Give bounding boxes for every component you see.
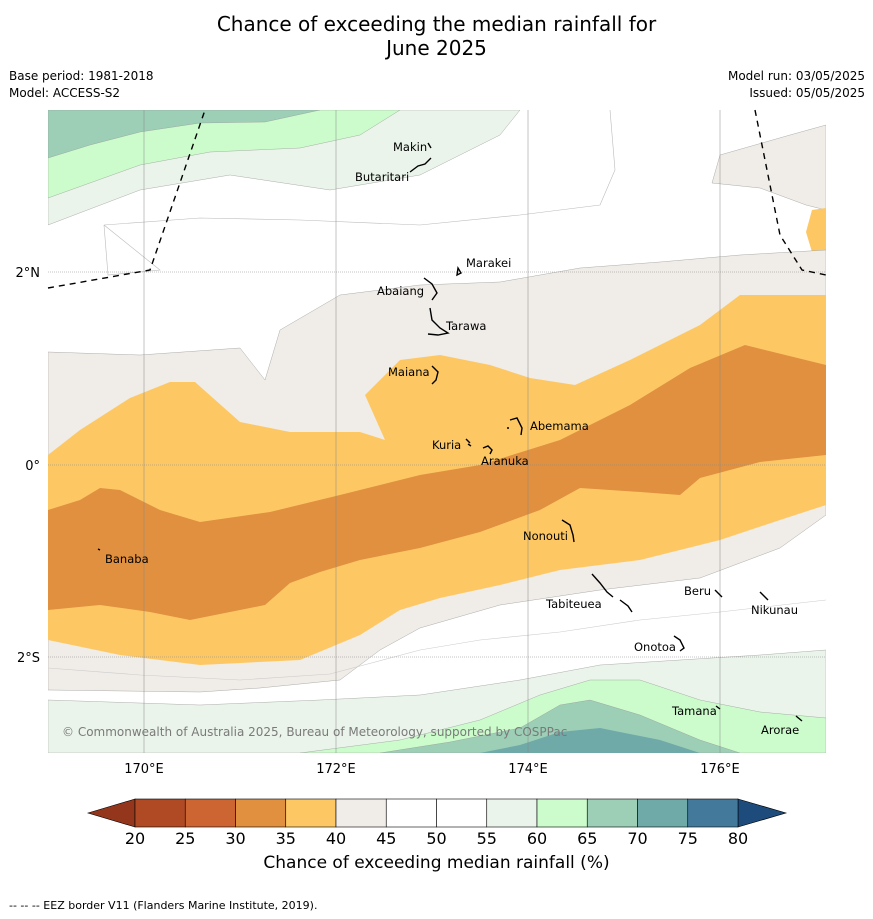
colorbar-tick-label: 45 xyxy=(376,829,396,848)
island-abaiang xyxy=(423,277,438,301)
label-kuria: Kuria xyxy=(432,438,461,452)
band-70-75-south xyxy=(480,728,700,753)
label-makin: Makin xyxy=(393,140,427,154)
meta-right: Model run: 03/05/2025 Issued: 05/05/2025 xyxy=(728,68,865,102)
lat-labels: 2°N 0° 2°S xyxy=(16,266,41,666)
colorbar-segment xyxy=(436,798,488,828)
island-makin xyxy=(427,142,432,149)
label-onotoa: Onotoa xyxy=(634,640,676,654)
island-maiana xyxy=(431,365,439,385)
label-aranuka: Aranuka xyxy=(481,454,529,468)
island-onotoa xyxy=(673,635,685,652)
colorbar: 20 25 30 35 40 45 50 55 60 65 70 75 80 xyxy=(86,798,788,848)
label-marakei: Marakei xyxy=(466,256,511,270)
label-nikunau: Nikunau xyxy=(751,603,798,617)
label-beru: Beru xyxy=(684,584,711,598)
label-butaritari: Butaritari xyxy=(355,170,409,184)
place-labels: Makin Butaritari Marakei Abaiang Tarawa … xyxy=(105,140,799,737)
probability-field xyxy=(48,110,826,753)
colorbar-tick-label: 25 xyxy=(175,829,195,848)
colorbar-segment xyxy=(385,798,437,828)
colorbar-tick-label: 40 xyxy=(326,829,346,848)
colorbar-segment xyxy=(687,798,739,828)
colorbar-segment xyxy=(586,798,638,828)
lat-label-2s: 2°S xyxy=(17,651,40,666)
lat-label-0: 0° xyxy=(25,459,40,474)
label-nonouti: Nonouti xyxy=(523,529,568,543)
island-kuria xyxy=(465,438,472,447)
colorbar-ticks: 20 25 30 35 40 45 50 55 60 65 70 75 80 xyxy=(125,829,748,848)
colorbar-tick-label: 65 xyxy=(577,829,597,848)
colorbar-segment xyxy=(285,798,337,828)
lon-label-172e: 172°E xyxy=(316,762,356,777)
island-abemama xyxy=(507,417,523,436)
colorbar-segment xyxy=(637,798,689,828)
meta-left: Base period: 1981-2018 Model: ACCESS-S2 xyxy=(9,68,154,102)
contour-line-south xyxy=(48,599,826,681)
label-abemama: Abemama xyxy=(530,419,589,433)
colorbar-tick-label: 70 xyxy=(627,829,647,848)
colorbar-tick-label: 75 xyxy=(678,829,698,848)
band-30-35-central xyxy=(48,345,826,620)
colorbar-segments xyxy=(134,798,739,828)
colorbar-over-arrow xyxy=(737,798,788,828)
island-nonouti xyxy=(561,519,575,543)
colorbar-tick-label: 20 xyxy=(125,829,145,848)
colorbar-tick-label: 80 xyxy=(728,829,748,848)
eez-footer-note: -- -- -- EEZ border V11 (Flanders Marine… xyxy=(9,899,318,912)
lon-label-170e: 170°E xyxy=(124,762,164,777)
label-tarawa: Tarawa xyxy=(445,319,486,333)
graticule xyxy=(48,110,826,753)
eez-border xyxy=(47,109,827,289)
lon-label-174e: 174°E xyxy=(508,762,548,777)
model-run: Model run: 03/05/2025 xyxy=(727,69,865,83)
label-tabiteuea: Tabiteuea xyxy=(545,597,602,611)
island-arorae xyxy=(795,715,803,722)
colorbar-segment xyxy=(486,798,538,828)
map-title: Chance of exceeding the median rainfall … xyxy=(0,12,873,60)
label-abaiang: Abaiang xyxy=(377,284,424,298)
band-65-70-north xyxy=(48,110,321,159)
colorbar-under-arrow xyxy=(86,798,136,828)
base-period: Base period: 1981-2018 xyxy=(9,69,154,83)
colorbar-tick-label: 60 xyxy=(527,829,547,848)
island-butaritari xyxy=(409,157,432,173)
label-arorae: Arorae xyxy=(761,723,799,737)
colorbar-tick-label: 30 xyxy=(225,829,245,848)
islands xyxy=(97,142,803,722)
colorbar-label: Chance of exceeding median rainfall (%) xyxy=(263,853,610,873)
label-banaba: Banaba xyxy=(105,552,149,566)
colorbar-segment xyxy=(184,798,236,828)
colorbar-segment xyxy=(134,798,186,828)
copyright-notice: © Commonwealth of Australia 2025, Bureau… xyxy=(62,725,567,739)
colorbar-tick-label: 50 xyxy=(426,829,446,848)
colorbar-tick-label: 55 xyxy=(477,829,497,848)
contour-line-north xyxy=(103,110,616,276)
title-line-1: Chance of exceeding the median rainfall … xyxy=(216,12,657,36)
lon-labels: 170°E 172°E 174°E 176°E xyxy=(124,762,740,777)
island-beru xyxy=(714,589,723,598)
colorbar-tick-label: 35 xyxy=(276,829,296,848)
island-aranuka xyxy=(482,445,493,455)
island-nikunau xyxy=(759,591,769,601)
colorbar-segment xyxy=(335,798,387,828)
island-marakei xyxy=(456,265,462,277)
issued-date: Issued: 05/05/2025 xyxy=(749,86,865,100)
label-maiana: Maiana xyxy=(388,365,430,379)
island-tamana xyxy=(715,705,721,710)
model-name: Model: ACCESS-S2 xyxy=(9,86,121,100)
title-line-2: June 2025 xyxy=(386,36,487,60)
island-banaba xyxy=(97,548,101,551)
label-tamana: Tamana xyxy=(671,704,717,718)
colorbar-segment xyxy=(235,798,287,828)
island-tabiteuea xyxy=(591,573,633,613)
island-tarawa xyxy=(427,307,450,336)
colorbar-segment xyxy=(536,798,588,828)
lat-label-2n: 2°N xyxy=(16,266,41,281)
lon-label-176e: 176°E xyxy=(700,762,740,777)
